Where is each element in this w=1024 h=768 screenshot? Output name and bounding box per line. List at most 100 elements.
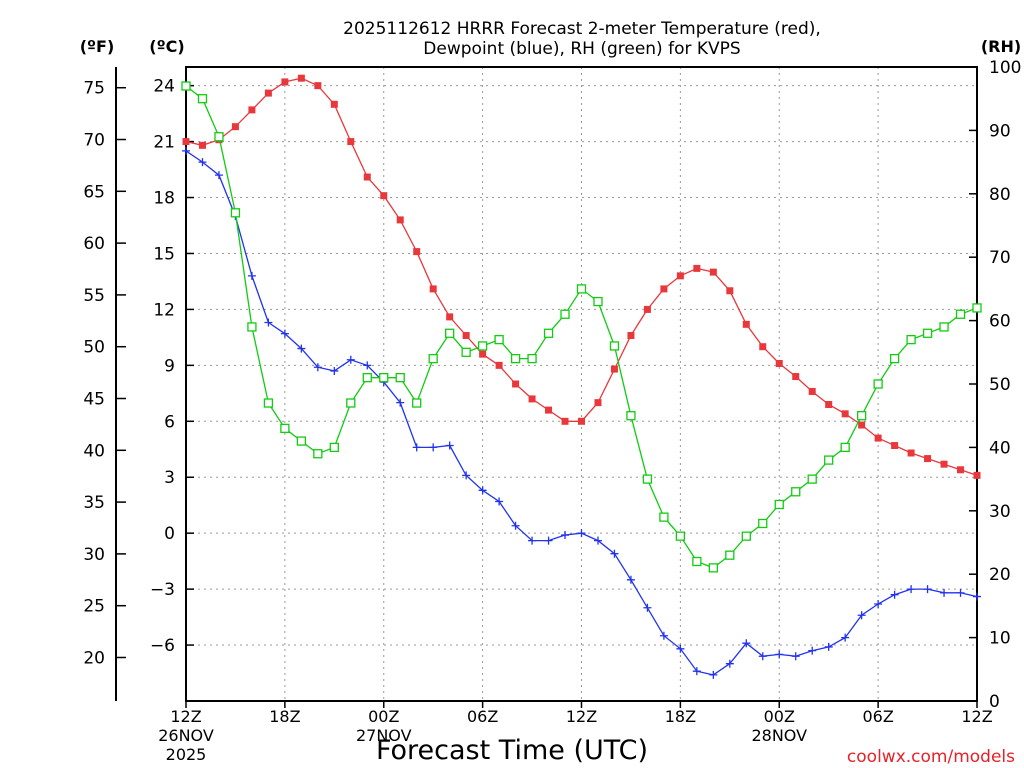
rh-point bbox=[791, 487, 801, 497]
dewpoint-point bbox=[412, 443, 421, 452]
2-meter-temperature-point bbox=[198, 141, 206, 149]
dewpoint-point bbox=[890, 590, 899, 599]
2-meter-temperature-point bbox=[759, 343, 767, 351]
x-tick-label: 12Z bbox=[566, 707, 597, 726]
2-meter-temperature-point bbox=[709, 268, 717, 276]
rh-tick-label: 0 bbox=[989, 692, 1000, 712]
celsius-tick-label: 21 bbox=[153, 133, 175, 153]
fahrenheit-tick-label: 30 bbox=[83, 545, 105, 565]
rh-tick-label: 20 bbox=[989, 565, 1011, 585]
2-meter-temperature-point bbox=[347, 138, 355, 146]
fahrenheit-tick-label: 45 bbox=[83, 390, 105, 410]
rh-point bbox=[543, 328, 554, 338]
2-meter-temperature-point bbox=[825, 401, 833, 409]
2-meter-temperature-point bbox=[957, 466, 965, 474]
2-meter-temperature-point bbox=[561, 417, 569, 425]
2-meter-temperature-point bbox=[396, 216, 404, 224]
rh-point bbox=[626, 411, 636, 421]
x-tick-year: 2025 bbox=[166, 745, 207, 764]
2-meter-temperature-point bbox=[297, 74, 305, 82]
site-credit[interactable]: coolwx.com/models bbox=[847, 747, 1015, 767]
2-meter-temperature-point bbox=[231, 123, 239, 131]
dewpoint-point bbox=[923, 585, 932, 594]
celsius-tick-label: 9 bbox=[164, 356, 175, 376]
chart-title-line1: 2025112612 HRRR Forecast 2-meter Tempera… bbox=[343, 19, 821, 39]
dewpoint-point bbox=[709, 670, 718, 679]
rh-point bbox=[659, 512, 669, 522]
celsius-tick-label: −3 bbox=[150, 580, 175, 600]
2-meter-temperature-point bbox=[775, 359, 783, 367]
dewpoint-point bbox=[841, 633, 850, 642]
2-meter-temperature-point bbox=[610, 365, 618, 373]
rh-point bbox=[840, 442, 850, 453]
rh-point bbox=[461, 347, 471, 357]
fahrenheit-axis-unit: (ºF) bbox=[80, 37, 115, 56]
rh-point bbox=[428, 353, 438, 364]
fahrenheit-tick-label: 60 bbox=[83, 234, 105, 254]
dewpoint-point bbox=[824, 642, 833, 651]
2-meter-temperature-point bbox=[940, 460, 948, 468]
dewpoint-point bbox=[742, 639, 751, 648]
rh-point bbox=[774, 499, 784, 510]
2-meter-temperature-point bbox=[973, 471, 981, 479]
celsius-tick-label: −6 bbox=[150, 636, 175, 656]
celsius-tick-label: 24 bbox=[153, 77, 175, 97]
rh-tick-label: 80 bbox=[989, 185, 1011, 205]
dewpoint-point bbox=[264, 318, 273, 327]
dewpoint-point bbox=[445, 441, 454, 450]
dewpoint-point bbox=[643, 603, 652, 612]
rh-point bbox=[395, 373, 405, 383]
dewpoint-point bbox=[857, 611, 866, 620]
2-meter-temperature-point bbox=[429, 285, 437, 293]
dewpoint-point bbox=[659, 631, 668, 640]
2-meter-temperature-point bbox=[446, 313, 454, 321]
dewpoint-point bbox=[528, 536, 537, 545]
rh-point bbox=[230, 208, 241, 218]
fahrenheit-tick-label: 40 bbox=[83, 441, 105, 461]
2-meter-temperature-point bbox=[891, 442, 899, 450]
rh-point bbox=[412, 398, 422, 408]
celsius-tick-label: 18 bbox=[153, 189, 175, 209]
celsius-tick-label: 3 bbox=[164, 468, 175, 488]
x-tick-label: 06Z bbox=[862, 707, 893, 726]
2-meter-temperature-point bbox=[841, 410, 849, 418]
rh-point bbox=[362, 373, 372, 383]
x-tick-date: 28NOV bbox=[751, 726, 807, 745]
x-tick-label: 18Z bbox=[665, 707, 696, 726]
2-meter-temperature-point bbox=[545, 406, 553, 414]
2-meter-temperature-point bbox=[808, 387, 816, 395]
fahrenheit-tick-label: 50 bbox=[83, 338, 105, 358]
x-tick-date: 27NOV bbox=[356, 726, 412, 745]
rh-point bbox=[593, 296, 603, 307]
2-meter-temperature-point bbox=[627, 332, 635, 340]
rh-point bbox=[889, 353, 900, 364]
rh-point bbox=[280, 423, 290, 434]
rh-point bbox=[609, 341, 620, 351]
dewpoint-point bbox=[561, 531, 570, 540]
2-meter-temperature-point bbox=[512, 380, 520, 388]
2-meter-temperature-point bbox=[874, 434, 882, 442]
rh-tick-label: 30 bbox=[989, 502, 1011, 522]
dewpoint-point bbox=[511, 521, 520, 530]
rh-point bbox=[708, 563, 718, 573]
2-meter-temperature-point bbox=[693, 264, 701, 272]
rh-point bbox=[725, 550, 735, 560]
dewpoint-point bbox=[973, 592, 981, 601]
grid-lines bbox=[186, 67, 977, 701]
2-meter-temperature-point bbox=[495, 361, 503, 369]
x-tick-label: 18Z bbox=[269, 707, 300, 726]
2-meter-temperature-point bbox=[742, 320, 750, 328]
rh-point bbox=[313, 449, 323, 459]
rh-point bbox=[972, 303, 982, 313]
2-meter-temperature-point bbox=[924, 455, 932, 463]
dewpoint-point bbox=[940, 588, 949, 597]
dewpoint-point bbox=[610, 549, 619, 558]
rh-point bbox=[939, 322, 949, 332]
rh-tick-label: 90 bbox=[989, 121, 1011, 141]
dewpoint-point bbox=[758, 652, 767, 661]
2-meter-temperature-point bbox=[907, 449, 915, 457]
rh-tick-label: 10 bbox=[989, 629, 1011, 649]
2-meter-temperature-point bbox=[676, 272, 684, 280]
